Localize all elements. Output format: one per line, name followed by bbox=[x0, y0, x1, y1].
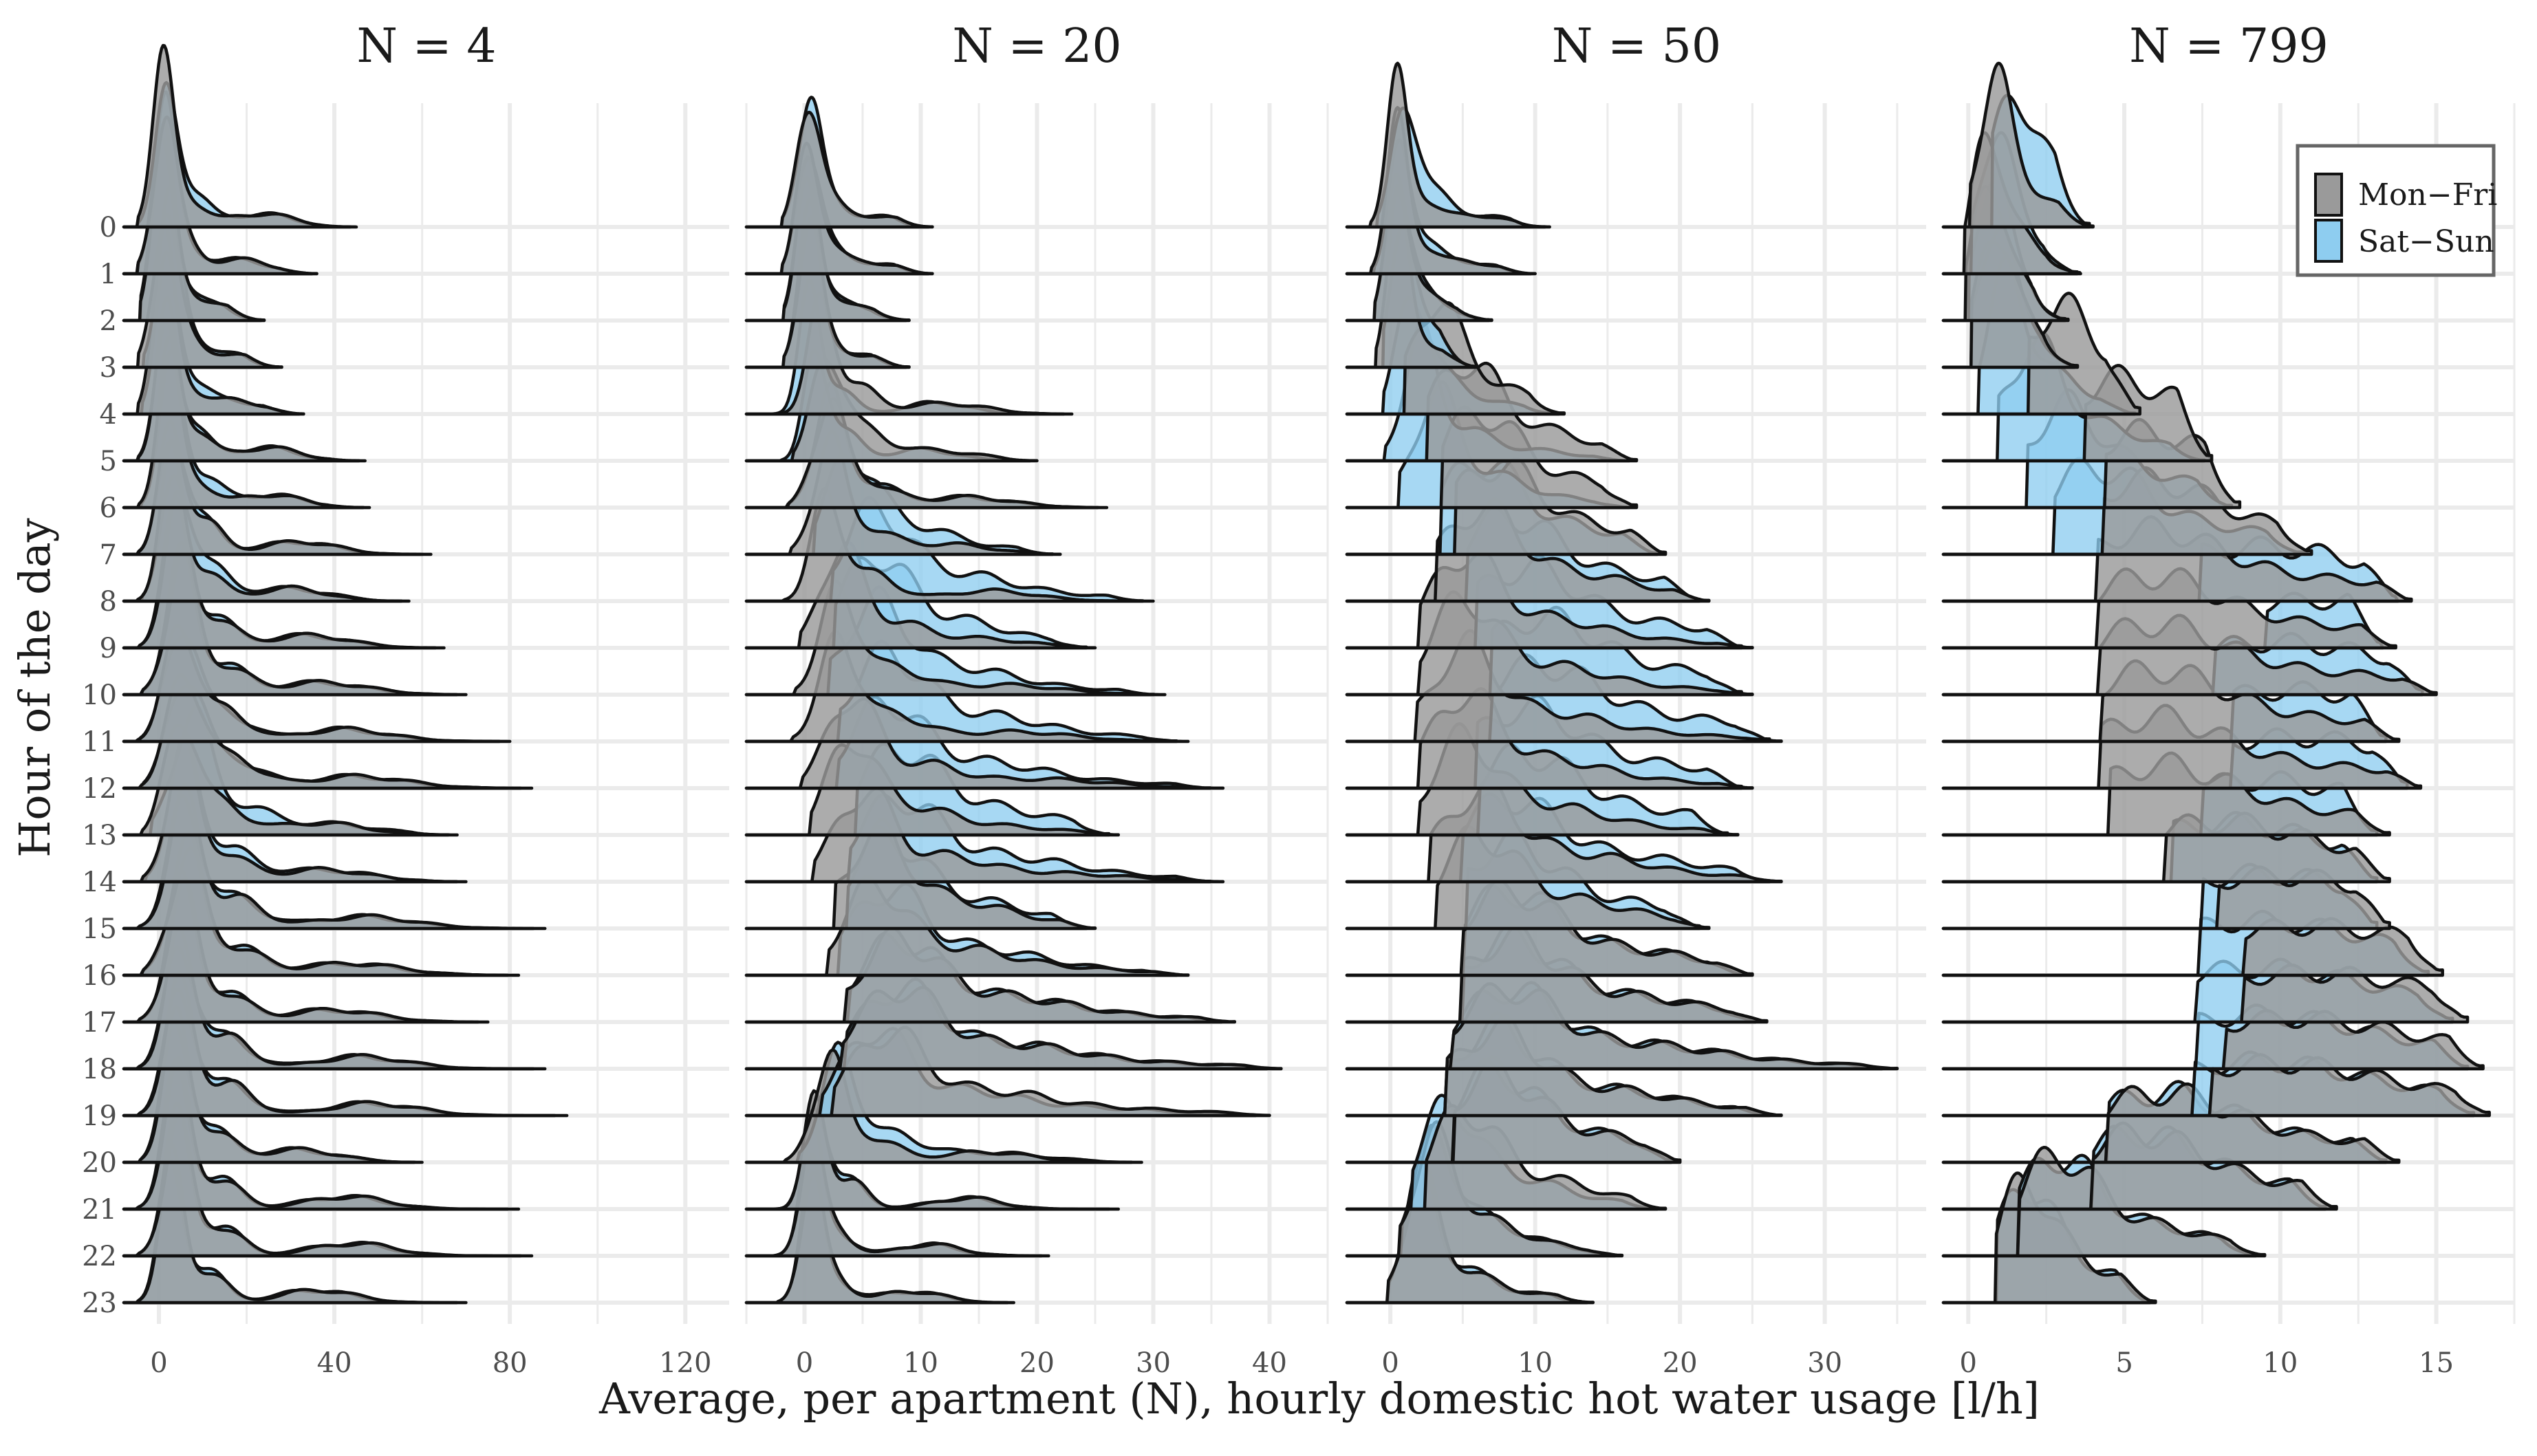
hour-label-15: 15 bbox=[82, 913, 117, 945]
hour-label-14: 14 bbox=[82, 867, 117, 898]
ridge-weekday-hour-16 bbox=[1941, 917, 2444, 977]
x-tick-label: 120 bbox=[659, 1347, 711, 1379]
y-axis-title: Hour of the day bbox=[10, 518, 60, 858]
ridge-weekday-hour-18 bbox=[1941, 1009, 2485, 1071]
panel-title-1: N = 4 bbox=[357, 19, 497, 74]
panel-2: N = 20 0 10 20 30 40 bbox=[744, 19, 1329, 1379]
x-tick-label: 40 bbox=[317, 1347, 352, 1379]
hour-label-23: 23 bbox=[82, 1287, 117, 1319]
panel-1: N = 4 0 40 80 120 bbox=[122, 19, 729, 1379]
hour-label-1: 1 bbox=[100, 259, 117, 290]
ridge-weekday-hour-20 bbox=[1941, 1082, 2401, 1164]
ridge-weekend-hour-23 bbox=[744, 1153, 1009, 1305]
hour-label-4: 4 bbox=[100, 399, 117, 431]
legend-swatch-sat-sun bbox=[2314, 219, 2343, 263]
hour-label-17: 17 bbox=[82, 1007, 117, 1039]
ridge-weekday-hour-0 bbox=[1941, 61, 2095, 229]
x-tick-label: 80 bbox=[493, 1347, 528, 1379]
hour-label-5: 5 bbox=[100, 446, 117, 477]
x-tick-label: 40 bbox=[1252, 1347, 1287, 1379]
hour-label-21: 21 bbox=[82, 1194, 117, 1226]
ridge-weekday-hour-17 bbox=[744, 926, 1237, 1024]
hour-label-22: 22 bbox=[82, 1241, 117, 1272]
hour-label-18: 18 bbox=[82, 1054, 117, 1085]
ridge-weekday-hour-15 bbox=[744, 817, 1097, 931]
hour-label-0: 0 bbox=[100, 212, 117, 243]
x-tick-label: 10 bbox=[1518, 1347, 1553, 1379]
hour-label-13: 13 bbox=[82, 820, 117, 851]
hour-label-16: 16 bbox=[82, 960, 117, 992]
hour-label-6: 6 bbox=[100, 492, 117, 524]
panel-title-2: N = 20 bbox=[952, 19, 1121, 74]
ridge-weekday-hour-0 bbox=[1345, 61, 1551, 229]
x-tick-label: 30 bbox=[1136, 1347, 1171, 1379]
legend-swatch-mon-fri bbox=[2314, 173, 2343, 217]
ridge-weekday-hour-8 bbox=[1345, 497, 1711, 603]
ridge-weekday-hour-22 bbox=[1345, 1120, 1624, 1258]
hour-label-3: 3 bbox=[100, 352, 117, 384]
ridge-weekday-hour-5 bbox=[1941, 364, 2214, 463]
hour-label-20: 20 bbox=[82, 1147, 117, 1179]
x-tick-label: 10 bbox=[903, 1347, 938, 1379]
ridge-weekday-hour-21 bbox=[744, 1089, 1121, 1211]
hour-label-8: 8 bbox=[100, 586, 117, 618]
x-tick-label: 0 bbox=[1960, 1347, 1977, 1379]
x-tick-label: 5 bbox=[2115, 1347, 2133, 1379]
ridge-weekday-hour-0 bbox=[122, 43, 358, 229]
x-tick-label: 0 bbox=[150, 1347, 167, 1379]
ridge-weekday-hour-1 bbox=[744, 142, 934, 276]
legend-label-mon-fri: Mon−Fri bbox=[2358, 177, 2497, 213]
hour-label-9: 9 bbox=[100, 633, 117, 664]
ridge-weekday-hour-23 bbox=[1345, 1164, 1595, 1305]
hour-label-7: 7 bbox=[100, 539, 117, 571]
hour-label-19: 19 bbox=[82, 1100, 117, 1132]
ridge-weekday-hour-10 bbox=[744, 579, 1167, 697]
ridge-weekday-hour-23 bbox=[744, 1170, 1015, 1305]
legend-label-sat-sun: Sat−Sun bbox=[2358, 224, 2494, 259]
hour-label-12: 12 bbox=[82, 773, 117, 805]
panel-title-3: N = 50 bbox=[1552, 19, 1721, 74]
ridge-weekday-hour-0 bbox=[744, 110, 934, 229]
x-axis-title: Average, per apartment (N), hourly domes… bbox=[598, 1373, 2040, 1424]
hour-label-11: 11 bbox=[82, 726, 117, 758]
x-tick-label: 0 bbox=[1381, 1347, 1399, 1379]
hour-label-2: 2 bbox=[100, 305, 117, 337]
ridge-weekday-hour-2 bbox=[1345, 172, 1493, 323]
x-tick-label: 10 bbox=[2263, 1347, 2298, 1379]
x-tick-label: 20 bbox=[1663, 1347, 1698, 1379]
x-tick-label: 20 bbox=[1019, 1347, 1055, 1379]
x-tick-label: 0 bbox=[796, 1347, 813, 1379]
ridge-weekday-hour-2 bbox=[744, 155, 911, 323]
panel-title-4: N = 799 bbox=[2129, 19, 2329, 74]
ridge-weekday-hour-14 bbox=[1345, 776, 1783, 884]
x-tick-label: 15 bbox=[2419, 1347, 2454, 1379]
legend: Mon−Fri Sat−Sun bbox=[2296, 144, 2497, 277]
ridge-weekday-hour-19 bbox=[1941, 1053, 2491, 1118]
panel-4: N = 799 0 5 10 15 bbox=[1941, 19, 2516, 1379]
ridge-weekday-hour-17 bbox=[1941, 963, 2470, 1024]
hour-label-10: 10 bbox=[82, 680, 117, 711]
x-tick-label: 30 bbox=[1807, 1347, 1842, 1379]
panel-3: N = 50 0 10 20 30 bbox=[1345, 19, 1926, 1379]
